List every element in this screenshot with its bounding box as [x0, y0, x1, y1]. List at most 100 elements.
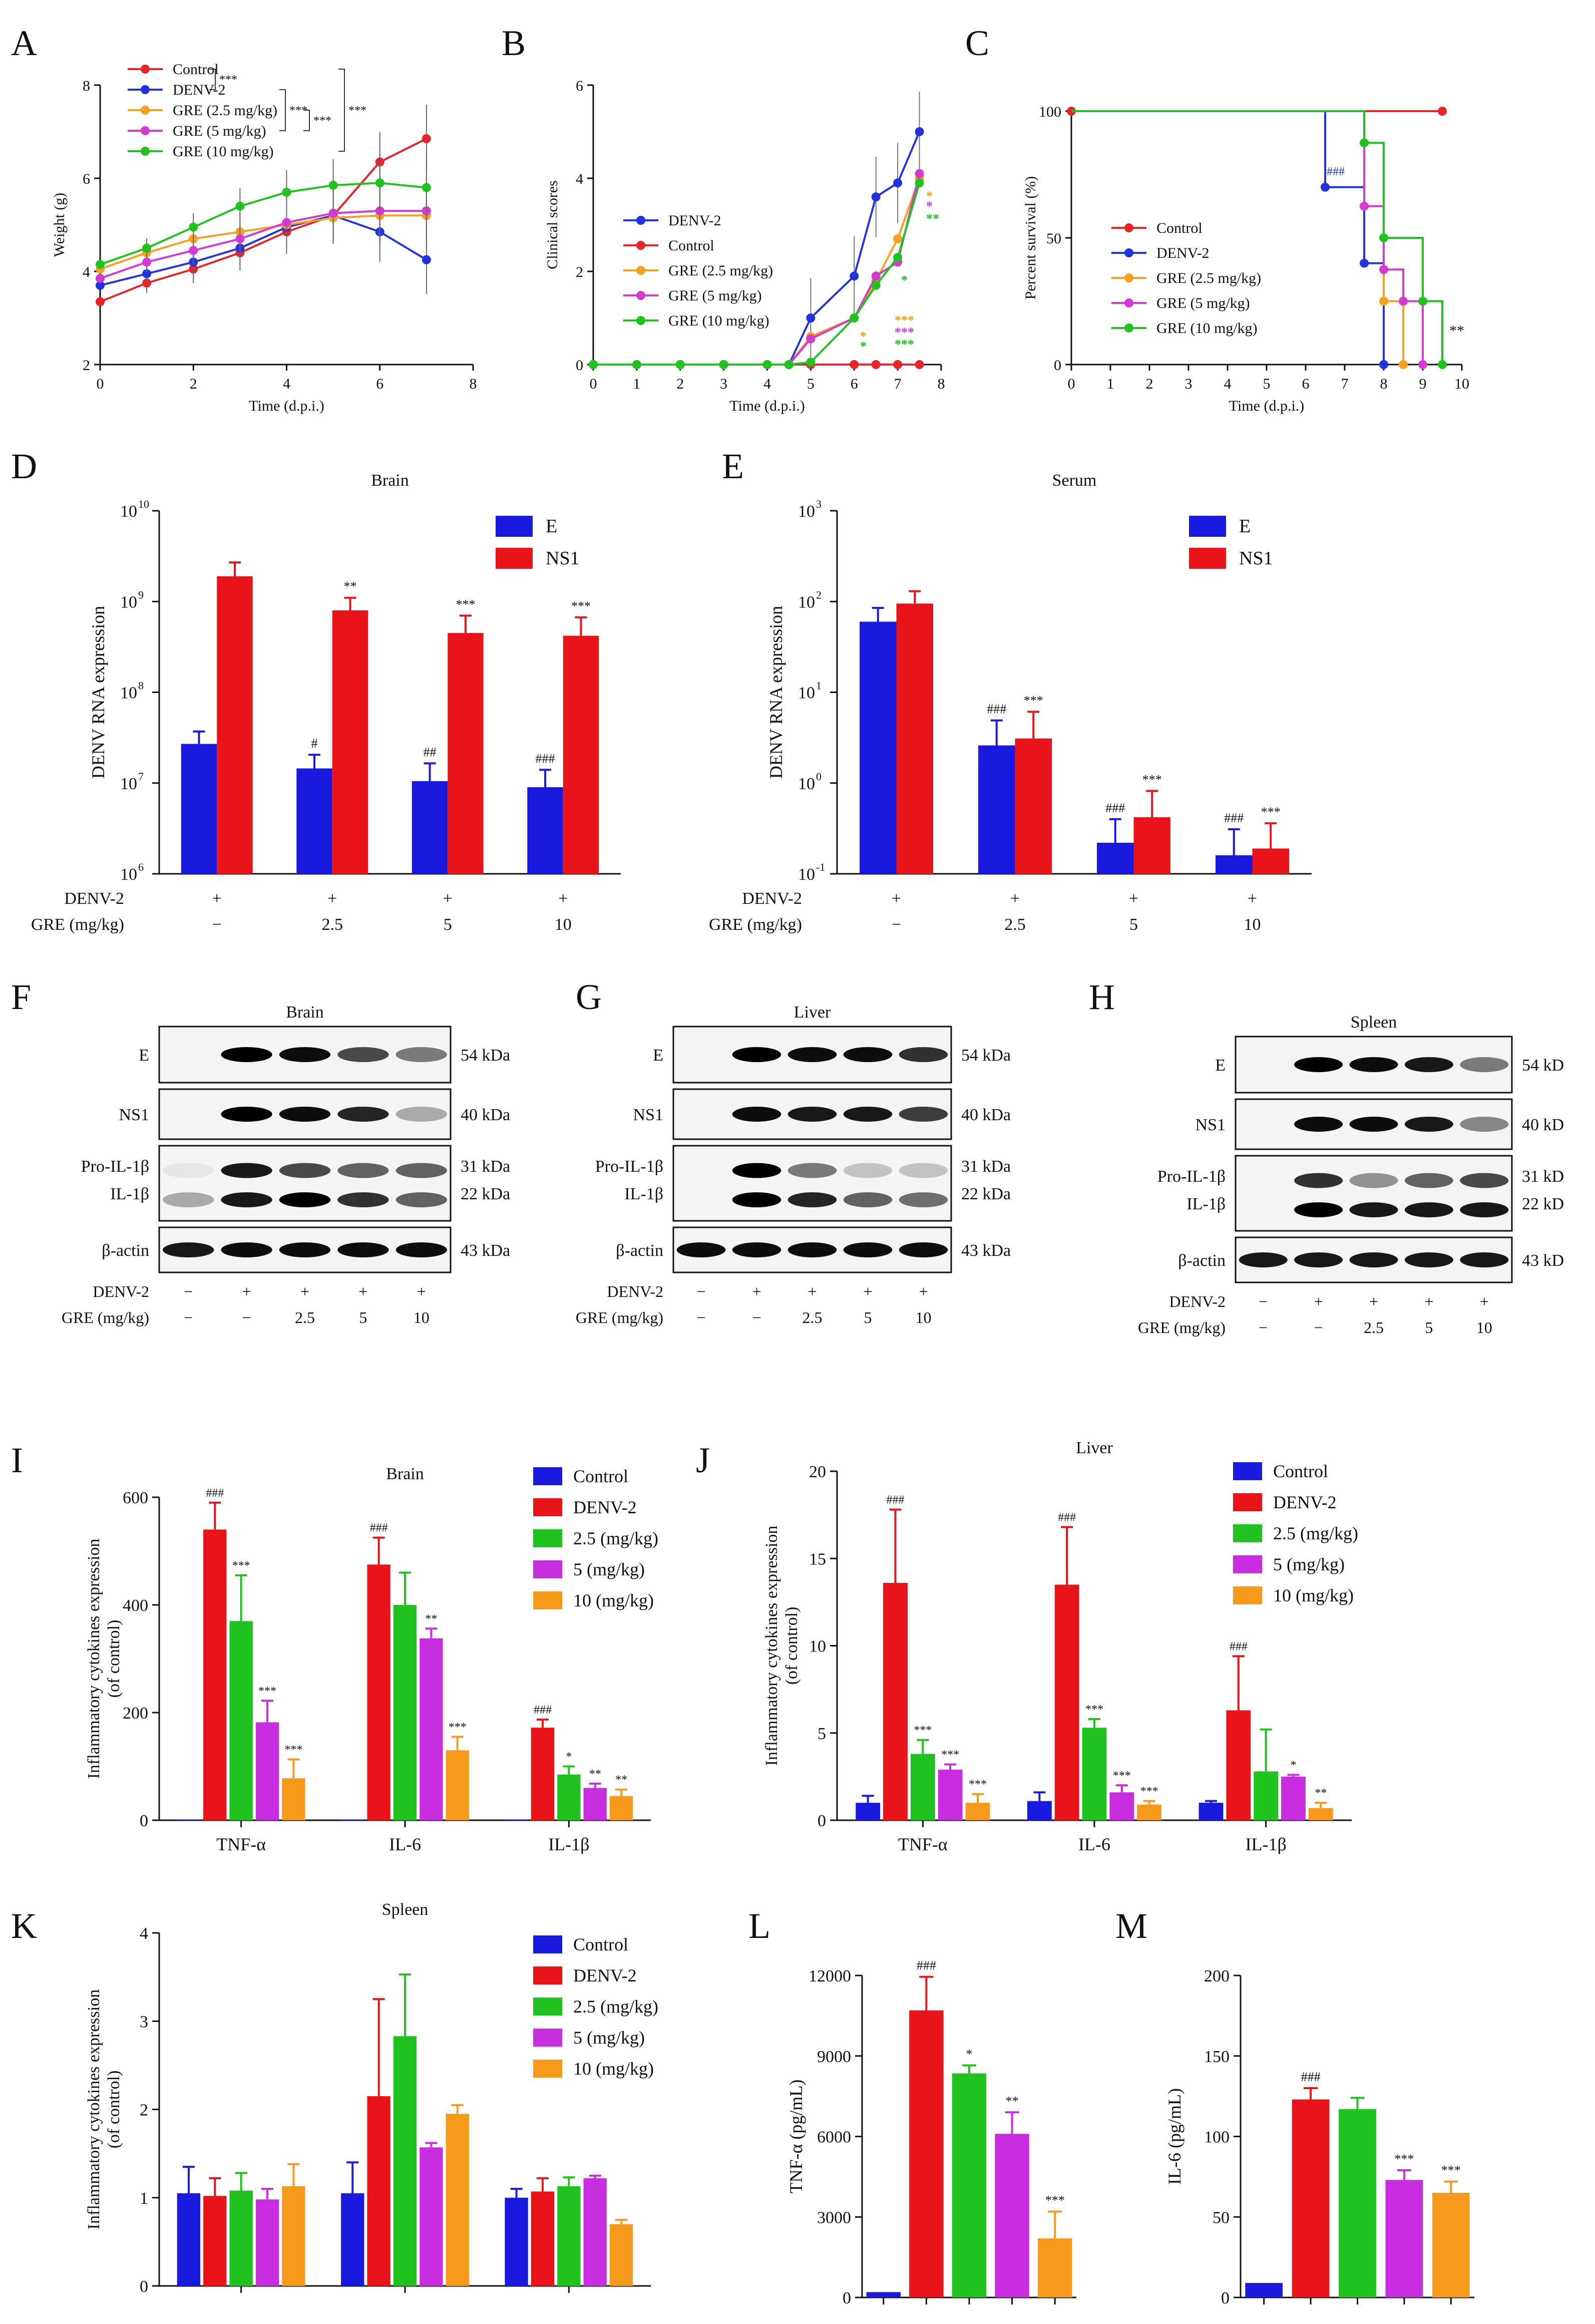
bar	[1133, 817, 1170, 874]
y-tick-label: 10	[809, 1637, 826, 1656]
data-point	[96, 260, 105, 269]
bar	[1097, 842, 1134, 874]
data-point	[142, 269, 152, 278]
data-point	[719, 360, 728, 369]
legend-label: GRE (10 mg/kg)	[668, 312, 769, 329]
legend-label: 2.5 (mg/kg)	[573, 1997, 658, 2017]
data-point	[636, 241, 645, 250]
blot-band	[221, 1107, 272, 1122]
blot-band	[1294, 1252, 1343, 1267]
panel-letter-K: K	[11, 1906, 37, 1946]
significance-label: *	[901, 273, 908, 287]
bar	[393, 1605, 417, 1820]
legend-swatch	[533, 1529, 562, 1547]
bar	[531, 2191, 555, 2286]
data-point	[675, 360, 685, 369]
blot-band	[1294, 1057, 1343, 1072]
x-tick-label: 8	[470, 376, 477, 392]
bar	[1252, 848, 1289, 874]
bar	[1432, 2193, 1470, 2297]
y-tick-label: 0	[140, 1812, 148, 1830]
data-point	[589, 360, 598, 369]
lane-label: 10	[916, 1308, 932, 1326]
significance-label: ***	[941, 1748, 959, 1761]
significance-label: ***	[895, 337, 914, 352]
blot-band	[732, 1242, 781, 1257]
bar	[978, 745, 1015, 874]
significance-label: ###	[1230, 1640, 1248, 1653]
legend-swatch	[533, 2029, 562, 2047]
blot-kda-label: 40 kD	[1522, 1116, 1564, 1134]
data-point	[893, 253, 903, 262]
data-point	[915, 178, 924, 188]
data-point	[235, 201, 245, 211]
data-point	[893, 178, 903, 188]
bar	[1385, 2180, 1423, 2297]
data-point	[806, 334, 816, 344]
lane-label: −	[1259, 1318, 1268, 1337]
lane-row-label: GRE (mg/kg)	[62, 1308, 149, 1326]
data-point	[141, 147, 150, 156]
y-tick-label: 15	[809, 1550, 826, 1568]
y-axis-label: Inflammatory cytokines expression	[85, 1539, 103, 1779]
significance-label: **	[1315, 1787, 1327, 1800]
condition-label: +	[558, 889, 568, 908]
bar	[177, 2193, 201, 2286]
condition-label: 10	[555, 915, 572, 934]
significance-label: ###	[1105, 801, 1125, 815]
significance-label: **	[1449, 322, 1464, 339]
condition-label: 10	[1244, 915, 1261, 934]
blot-kda-label: 31 kDa	[961, 1157, 1011, 1176]
data-point	[871, 280, 881, 290]
condition-label: −	[212, 915, 222, 934]
y-axis-label: (of control)	[105, 2071, 123, 2149]
blot-band	[1349, 1202, 1398, 1217]
panel-letter-L: L	[748, 1906, 770, 1946]
y-axis-label: IL-6 (pg/mL)	[1164, 2088, 1184, 2185]
y-tick-label: 4	[576, 171, 583, 187]
data-point	[762, 360, 772, 369]
blot-band	[899, 1107, 948, 1122]
blot-row-label: E	[1215, 1056, 1226, 1075]
significance-label: *	[860, 329, 867, 344]
blot-box	[158, 1145, 452, 1222]
significance-label: *	[860, 339, 867, 354]
legend-label: GRE (5 mg/kg)	[173, 123, 266, 139]
blot-band	[337, 1107, 389, 1122]
significance-label: ***	[232, 1559, 250, 1572]
x-tick-label: 5	[807, 376, 815, 392]
blot-band	[1349, 1252, 1398, 1267]
lane-label: +	[808, 1282, 817, 1300]
significance-label: ###	[887, 1494, 905, 1507]
significance-label: ***	[571, 599, 591, 613]
blot-band	[395, 1192, 448, 1207]
blot-band	[1404, 1252, 1453, 1267]
lane-label: −	[1259, 1292, 1268, 1310]
blot-band	[279, 1107, 331, 1122]
x-tick-label: 1	[633, 376, 640, 392]
legend-label: GRE (10 mg/kg)	[1156, 320, 1258, 337]
legend-label: NS1	[546, 548, 580, 569]
x-tick-label: 7	[1341, 376, 1349, 392]
data-point	[1124, 248, 1133, 257]
y-tick-exponent: -1	[816, 861, 825, 873]
x-tick-label: IL-1β	[1246, 1834, 1287, 1854]
panel-letter-H: H	[1089, 977, 1115, 1017]
x-tick-label: 8	[1380, 376, 1388, 392]
bar	[1037, 2238, 1072, 2297]
blot-band	[732, 1163, 781, 1178]
bar	[609, 1796, 633, 1820]
legend-swatch	[533, 1998, 562, 2016]
data-point	[96, 273, 105, 283]
significance-label: ***	[1024, 693, 1043, 708]
condition-label: +	[212, 889, 222, 908]
y-tick-label: 0	[843, 2289, 851, 2307]
data-point	[1360, 138, 1369, 148]
legend-swatch	[533, 1591, 562, 1609]
blot-band	[279, 1163, 331, 1178]
bar	[909, 2010, 944, 2297]
x-tick-label: IL-1β	[548, 1834, 589, 1854]
blot-row-label: IL-1β	[1186, 1195, 1226, 1213]
legend-label: DENV-2	[173, 82, 226, 98]
significance-label: **	[1006, 2094, 1019, 2108]
